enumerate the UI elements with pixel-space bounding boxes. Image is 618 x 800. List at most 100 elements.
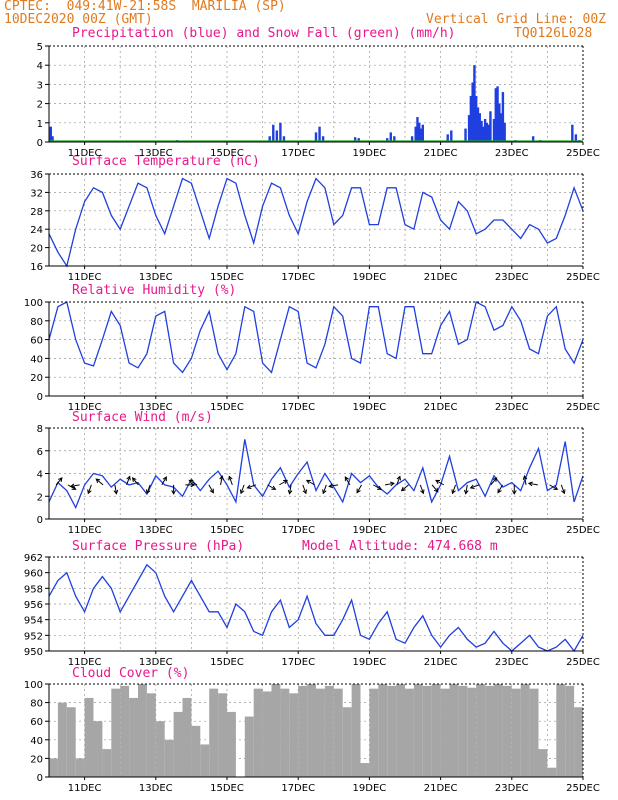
wind-arrow: [560, 484, 565, 494]
precip-ytick-label: 1: [37, 119, 43, 130]
wind-xtick-label: 17DEC: [281, 525, 315, 536]
precip-bar: [421, 124, 424, 142]
precip-bar: [414, 126, 417, 142]
wind-arrow-head: [463, 489, 469, 495]
cloud-cover-bar: [387, 685, 397, 777]
wind-arrow-head: [451, 489, 456, 495]
wind-arrow-head: [377, 485, 383, 490]
cloud-cover-bar: [111, 688, 121, 777]
precip-bar: [483, 118, 487, 142]
precip-bar: [494, 88, 497, 142]
wind-arrow: [322, 484, 327, 494]
cloud-cover-bar: [413, 684, 423, 777]
wind-ytick-label: 0: [37, 515, 43, 526]
pressure-ytick-label: 952: [24, 631, 43, 642]
precip-bar: [503, 122, 506, 142]
wind-xtick-label: 19DEC: [353, 525, 387, 536]
cloud-xtick-label: 13DEC: [139, 783, 173, 794]
cloud-xtick-label: 15DEC: [210, 783, 244, 794]
cloud-cover-bar: [351, 684, 361, 777]
temp-xtick-label: 11DEC: [68, 272, 102, 283]
pressure-ytick-label: 950: [24, 647, 43, 658]
wind-arrow-head: [219, 474, 224, 480]
cloud-cover-bar: [244, 716, 254, 777]
wind-arrow-head: [511, 490, 517, 495]
precip-bar: [386, 138, 389, 142]
precip-bar: [268, 136, 271, 142]
wind-arrow-head: [400, 486, 406, 492]
humidity-xtick-label: 19DEC: [353, 402, 387, 413]
wind-xtick-label: 11DEC: [68, 525, 102, 536]
precip-bar: [353, 137, 357, 142]
precip-bar: [419, 128, 423, 142]
wind-arrow-head: [469, 484, 475, 490]
precip-bar: [318, 126, 321, 142]
cloud-xtick-label: 17DEC: [281, 783, 315, 794]
wind-arrow-head: [435, 479, 441, 485]
pressure-xtick-label: 15DEC: [210, 657, 244, 668]
wind-arrow-head: [246, 484, 252, 490]
wind-arrow-head: [389, 481, 395, 487]
pressure-xtick-label: 25DEC: [566, 657, 600, 668]
cloud-ytick-label: 100: [24, 680, 43, 691]
wind-arrow: [306, 479, 315, 486]
wind-arrow: [279, 479, 288, 486]
wind-arrow: [114, 484, 117, 494]
precip-bar: [485, 122, 489, 142]
wind-xtick-label: 15DEC: [210, 525, 244, 536]
pressure-ytick-label: 962: [24, 553, 43, 564]
pressure-xtick-label: 13DEC: [139, 657, 173, 668]
humidity-xtick-label: 17DEC: [281, 402, 315, 413]
precip-bar: [389, 132, 392, 142]
wind-arrow: [55, 477, 63, 486]
wind-ytick-label: 4: [37, 470, 43, 481]
wind-ytick-label: 8: [37, 424, 43, 435]
wind-arrow: [497, 484, 503, 493]
pressure-xtick-label: 17DEC: [281, 657, 315, 668]
wind-arrow: [523, 475, 527, 485]
precip-bar: [51, 136, 54, 142]
humidity-ytick-label: 20: [30, 373, 43, 384]
precip-xtick-label: 17DEC: [281, 148, 315, 159]
wind-panel-title: Surface Wind (m/s): [72, 410, 213, 425]
grid-note-header: Vertical Grid Line: 00Z: [426, 12, 607, 27]
temp-ytick-label: 36: [30, 170, 43, 181]
humidity-xtick-label: 25DEC: [566, 402, 600, 413]
precip-bar: [487, 124, 490, 142]
precip-bar: [357, 138, 360, 142]
precip-bar: [499, 113, 503, 142]
wind-arrow-head: [527, 481, 533, 487]
humidity-xtick-label: 13DEC: [139, 402, 173, 413]
cloud-ytick-label: 40: [30, 736, 43, 747]
cloud-xtick-label: 25DEC: [566, 783, 600, 794]
wind-arrow: [132, 477, 139, 486]
precip-bar: [471, 82, 474, 142]
cloud-xtick-label: 19DEC: [353, 783, 387, 794]
wind-arrow: [344, 476, 351, 486]
wind-arrow-head: [553, 485, 559, 490]
wind-arrow: [302, 484, 307, 494]
cloud-cover-bar: [538, 749, 548, 777]
cloud-cover-bar: [422, 685, 432, 777]
cloud-cover-bar: [164, 739, 174, 777]
wind-xtick-label: 13DEC: [139, 525, 173, 536]
cloud-cover-bar: [262, 691, 272, 777]
wind-arrow-head: [322, 489, 327, 495]
cloud-cover-bar: [476, 684, 486, 777]
wind-arrow-head: [328, 483, 334, 489]
precip-ytick-label: 2: [37, 100, 43, 111]
precip-xtick-label: 21DEC: [424, 148, 458, 159]
wind-arrow: [87, 484, 92, 494]
wind-arrow-head: [239, 489, 245, 495]
wind-arrow: [549, 484, 558, 490]
precip-bar: [418, 122, 421, 142]
precip-bar: [314, 132, 318, 142]
wind-arrow: [240, 484, 245, 494]
cloud-cover-bar: [66, 707, 76, 777]
wind-line: [48, 439, 584, 510]
wind-arrow: [396, 476, 401, 486]
wind-arrow: [189, 479, 198, 486]
cloud-cover-bar: [138, 684, 147, 777]
wind-arrow: [95, 478, 104, 486]
humidity-xtick-label: 11DEC: [68, 402, 102, 413]
